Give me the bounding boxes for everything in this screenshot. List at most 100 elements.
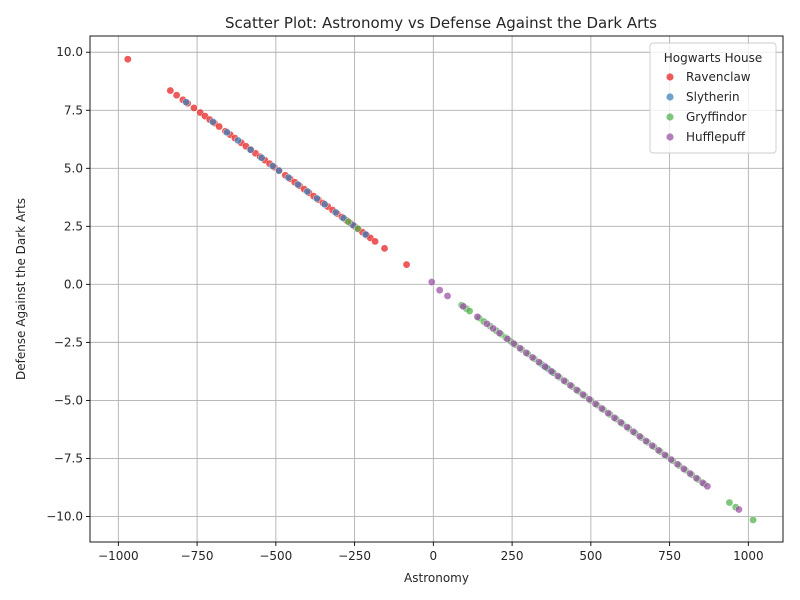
data-point-slytherin	[361, 230, 370, 239]
data-point-hufflepuff	[648, 441, 657, 450]
plot-frame	[89, 35, 784, 543]
x-tick-label: 1000	[733, 549, 764, 563]
data-point-hufflepuff	[435, 286, 444, 295]
x-tick-label: −250	[338, 549, 371, 563]
data-point-hufflepuff	[535, 358, 543, 366]
data-point-hufflepuff	[642, 437, 650, 445]
data-point-slytherin	[223, 128, 231, 137]
data-point-ravenclaw	[402, 260, 411, 269]
data-point-slytherin	[209, 118, 217, 126]
y-tick-label: 10.0	[56, 45, 83, 59]
data-point-hufflepuff	[495, 329, 504, 337]
y-tick-label: 0.0	[64, 277, 83, 291]
data-points	[123, 55, 757, 524]
data-point-hufflepuff	[585, 395, 594, 404]
data-point-hufflepuff	[598, 404, 606, 413]
data-point-slytherin	[182, 98, 190, 107]
data-point-gryffindor	[465, 307, 474, 315]
legend-label-slytherin: Slytherin	[686, 90, 740, 104]
data-point-slytherin	[320, 200, 329, 209]
legend-label-ravenclaw: Ravenclaw	[686, 70, 751, 84]
x-axis-ticks: −1000 −750 −500 −250 0 250 500 750 1000	[98, 542, 764, 563]
legend-frame	[649, 42, 777, 154]
data-point-slytherin	[246, 145, 255, 154]
data-point-hufflepuff	[591, 400, 600, 408]
y-tick-label: 5.0	[64, 161, 83, 175]
data-point-hufflepuff	[509, 339, 518, 348]
x-tick-label: 0	[430, 549, 438, 563]
data-point-hufflepuff	[516, 344, 524, 353]
data-point-ravenclaw	[380, 244, 389, 253]
data-point-hufflepuff	[459, 302, 468, 311]
y-tick-label: 2.5	[64, 219, 83, 233]
x-tick-label: 250	[501, 549, 524, 563]
data-point-ravenclaw	[172, 91, 181, 100]
legend-label-gryffindor: Gryffindor	[686, 110, 747, 124]
x-tick-label: −500	[259, 549, 292, 563]
data-point-slytherin	[312, 194, 321, 203]
data-point-hufflepuff	[610, 413, 619, 422]
data-point-hufflepuff	[528, 353, 537, 362]
data-point-hufflepuff	[547, 367, 556, 376]
data-point-ravenclaw	[166, 86, 175, 95]
data-point-hufflepuff	[560, 376, 568, 385]
legend-items: Ravenclaw Slytherin Gryffindor Hufflepuff	[666, 70, 751, 144]
data-point-ravenclaw	[123, 55, 132, 64]
data-point-hufflepuff	[473, 313, 482, 321]
data-point-hufflepuff	[635, 432, 644, 441]
x-tick-label: −1000	[98, 549, 139, 563]
legend-marker-gryffindor	[666, 113, 674, 121]
data-point-hufflepuff	[604, 409, 613, 418]
data-point-gryffindor	[749, 516, 757, 524]
x-tick-label: 750	[658, 549, 681, 563]
data-point-hufflepuff	[522, 348, 531, 357]
data-point-gryffindor	[344, 217, 353, 226]
data-point-hufflepuff	[629, 427, 638, 436]
legend: Hogwarts House Ravenclaw Slytherin Gryffin…	[649, 42, 777, 154]
data-point-slytherin	[275, 166, 283, 175]
data-point-hufflepuff	[483, 319, 491, 328]
data-point-hufflepuff	[623, 423, 631, 431]
data-point-hufflepuff	[443, 292, 452, 300]
data-point-hufflepuff	[654, 446, 663, 455]
data-point-hufflepuff	[692, 474, 701, 483]
data-point-hufflepuff	[566, 381, 575, 390]
x-axis-label: Astronomy	[404, 571, 469, 585]
data-point-slytherin	[284, 173, 293, 182]
data-point-hufflepuff	[553, 372, 562, 380]
y-axis-label: Defense Against the Dark Arts	[14, 198, 28, 380]
legend-marker-hufflepuff	[666, 133, 674, 141]
y-tick-label: −10.0	[46, 509, 83, 523]
x-tick-label: 500	[579, 549, 602, 563]
legend-marker-ravenclaw	[666, 73, 674, 81]
data-point-hufflepuff	[541, 362, 550, 371]
data-point-hufflepuff	[572, 386, 581, 394]
y-tick-label: −5.0	[54, 393, 83, 407]
x-tick-label: −750	[181, 549, 214, 563]
legend-title: Hogwarts House	[664, 51, 762, 65]
data-point-hufflepuff	[686, 469, 694, 478]
data-point-hufflepuff	[735, 505, 743, 514]
chart-title: Scatter Plot: Astronomy vs Defense Again…	[225, 14, 657, 32]
data-point-hufflepuff	[679, 465, 688, 473]
y-tick-label: 7.5	[64, 103, 83, 117]
data-point-ravenclaw	[190, 104, 198, 112]
y-axis-ticks: −10.0 −7.5 −5.0 −2.5 0.0 2.5 5.0 7.5 10.0	[46, 45, 90, 523]
data-point-ravenclaw	[215, 122, 223, 131]
data-point-slytherin	[294, 180, 302, 189]
data-point-hufflepuff	[661, 451, 669, 459]
data-point-gryffindor	[725, 498, 734, 507]
data-point-gryffindor	[353, 224, 362, 233]
data-point-slytherin	[268, 162, 277, 170]
data-point-slytherin	[303, 187, 312, 196]
data-point-hufflepuff	[427, 278, 436, 286]
data-point-hufflepuff	[616, 418, 625, 427]
data-point-ravenclaw	[371, 237, 379, 246]
data-point-slytherin	[331, 208, 340, 217]
y-tick-label: −7.5	[54, 451, 83, 465]
legend-marker-slytherin	[666, 93, 674, 101]
data-point-slytherin	[234, 136, 242, 145]
data-point-hufflepuff	[667, 455, 676, 464]
data-point-hufflepuff	[489, 324, 498, 333]
